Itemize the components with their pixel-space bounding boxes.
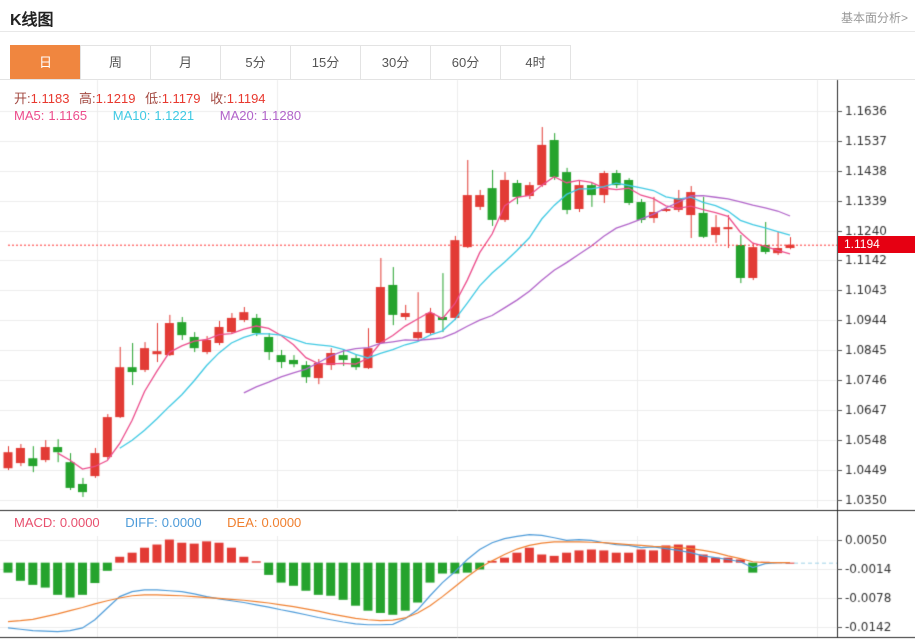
ma10-value: 1.1221 — [154, 108, 195, 123]
macd-label: MACD: — [14, 515, 56, 530]
high-label: 高: — [79, 91, 96, 106]
diff-label: DIFF: — [125, 515, 158, 530]
ma20-label: MA20: — [219, 108, 258, 123]
dea-value: 0.0000 — [261, 515, 302, 530]
close-label: 收: — [210, 91, 227, 106]
low-label: 低: — [145, 91, 162, 106]
diff-value: 0.0000 — [161, 515, 202, 530]
high-value: 1.1219 — [95, 91, 136, 106]
ma5-value: 1.1165 — [48, 108, 88, 123]
macd-row: MACD: 0.0000 DIFF: 0.0000 DEA: 0.0000 — [14, 515, 307, 530]
low-value: 1.1179 — [161, 91, 201, 106]
ohlc-row: 开:1.1183 高:1.1219 低:1.1179 收:1.1194 — [14, 88, 272, 107]
ma-row: MA5: 1.1165 MA10: 1.1221 MA20: 1.1280 — [14, 108, 307, 123]
dea-label: DEA: — [227, 515, 258, 530]
ma10-label: MA10: — [112, 108, 151, 123]
last-price-badge: 1.1194 — [838, 235, 915, 253]
ma20-value: 1.1280 — [261, 108, 302, 123]
close-value: 1.1194 — [226, 91, 266, 106]
macd-value: 0.0000 — [59, 515, 100, 530]
open-label: 开: — [14, 91, 31, 106]
open-value: 1.1183 — [30, 91, 70, 106]
ma5-label: MA5: — [14, 108, 45, 123]
